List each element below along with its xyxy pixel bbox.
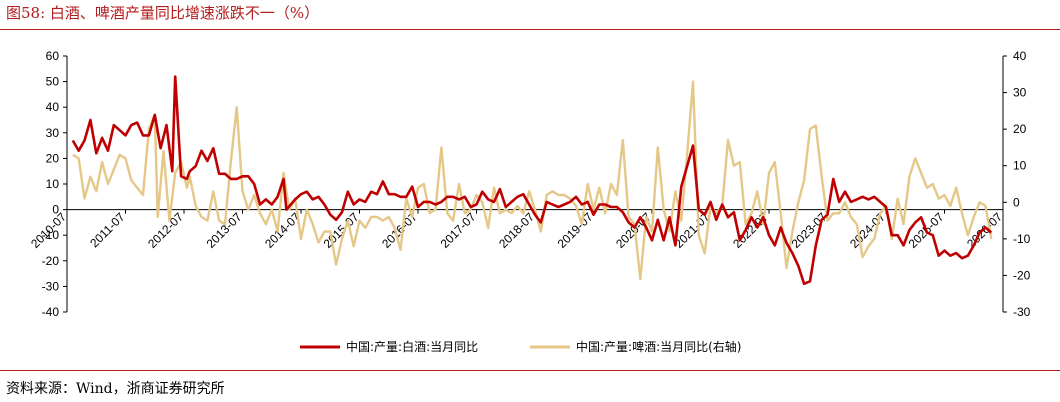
y-tick-label-right: 10 (1013, 159, 1027, 173)
y-tick-label-right: -20 (1013, 268, 1031, 282)
y-tick-label-left: 60 (46, 49, 60, 63)
y-tick-label-left: 50 (46, 75, 60, 89)
y-tick-label-right: -10 (1013, 232, 1031, 246)
x-tick-label: 2013-07 (204, 210, 245, 251)
chart-legend: 中国:产量:白酒:当月同比 中国:产量:啤酒:当月同比(右轴) (300, 339, 742, 354)
source-rule (0, 370, 1060, 371)
series-line-beer (72, 80, 993, 281)
y-tick-label-right: 20 (1013, 122, 1027, 136)
series-line-baijiu (71, 75, 993, 286)
y-tick-label-right: 0 (1013, 195, 1020, 209)
chart-series (71, 75, 993, 286)
y-tick-label-left: 20 (46, 151, 60, 165)
x-tick-label: 2017-07 (438, 210, 479, 251)
legend-label-baijiu: 中国:产量:白酒:当月同比 (346, 339, 478, 354)
title-rule (0, 29, 1060, 30)
y-tick-label-right: 40 (1013, 49, 1027, 63)
legend-label-beer: 中国:产量:啤酒:当月同比(右轴) (576, 339, 742, 354)
y-tick-label-left: -30 (42, 279, 60, 293)
source-note: 资料来源：Wind，浙商证券研究所 (6, 381, 225, 397)
line-chart: 60 50 40 30 20 10 0 -10 -20 -30 -40 40 30 20 10 0 -10 -20… (28, 49, 1031, 354)
y-tick-label-left: -40 (42, 305, 60, 319)
x-tick-label: 2018-07 (496, 210, 537, 251)
y-tick-label-left: 0 (52, 203, 59, 217)
y-tick-label-right: -30 (1013, 305, 1031, 319)
x-tick-label: 2024-07 (847, 210, 888, 251)
y-tick-label-left: 10 (46, 177, 60, 191)
y-tick-label-left: 40 (46, 100, 60, 114)
x-tick-label: 2010-07 (28, 210, 69, 251)
y-tick-label-left: 30 (46, 126, 60, 140)
y-tick-label-right: 30 (1013, 86, 1027, 100)
y-tick-label-left: -20 (42, 254, 60, 268)
x-tick-label: 2011-07 (87, 210, 128, 251)
x-tick-label: 2019-07 (555, 210, 596, 251)
x-tick-label: 2012-07 (145, 210, 186, 251)
y-tick-label-left: -10 (42, 228, 60, 242)
chart-axes: 60 50 40 30 20 10 0 -10 -20 -30 -40 40 30 20 10 0 -10 -20… (28, 49, 1031, 319)
figure-title: 图58: 白酒、啤酒产量同比增速涨跌不一（%） (6, 4, 320, 22)
